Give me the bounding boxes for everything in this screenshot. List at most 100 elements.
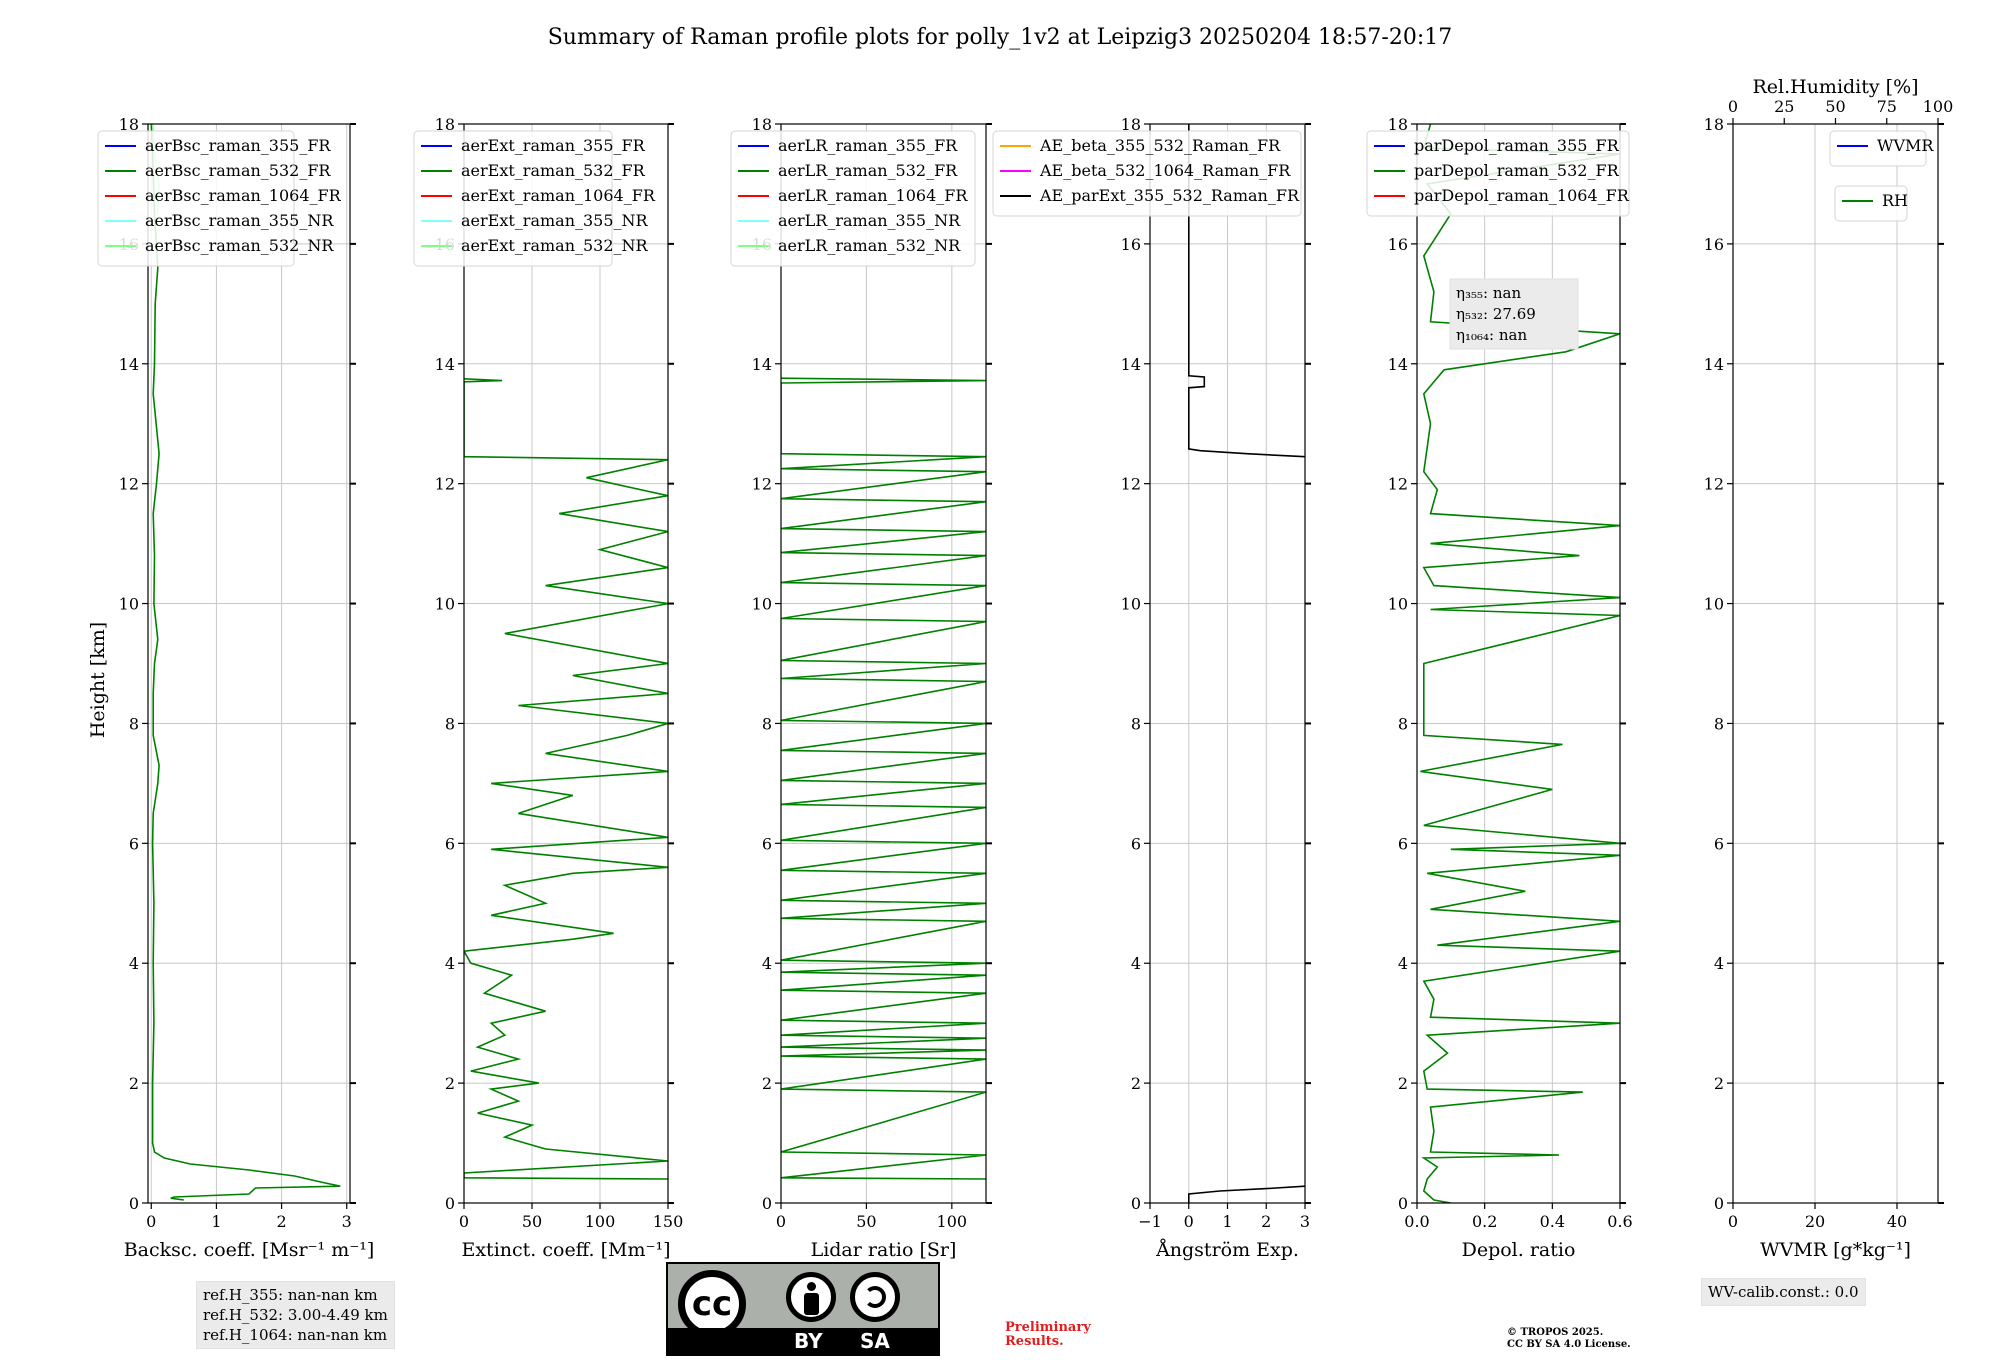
legend-entry: aerLR_raman_532_NR <box>778 236 961 255</box>
y-tick-label: 10 <box>752 595 772 614</box>
y-tick-label: 14 <box>435 355 455 374</box>
y-tick-label: 0 <box>762 1194 772 1213</box>
series-line-aerExt_raman_532_FR <box>464 378 668 1180</box>
y-tick-label: 12 <box>752 475 772 494</box>
axes-frame <box>147 123 351 1204</box>
y-tick-label: 14 <box>1121 355 1141 374</box>
copyright-line-2: CC BY SA 4.0 License. <box>1507 1339 1631 1350</box>
panel-depol: 0 2 4 6 8 10 12 14 16 18 0.0 0.2 0.4 0.6 Depol. ratio p… <box>1366 115 1633 1261</box>
legend-entry: RH <box>1882 191 1908 210</box>
y-tick-label: 18 <box>752 115 772 134</box>
legend: WVMR <box>1829 130 1934 167</box>
y-tick-label: 18 <box>435 115 455 134</box>
preliminary-note: Preliminary Results. <box>1005 1321 1091 1349</box>
x-axis-label: Depol. ratio <box>1462 1239 1576 1261</box>
depol-annotation: η₃₅₅: nan η₅₃₂: 27.69 η₁₀₆₄: nan <box>1449 278 1579 350</box>
series-line-aerLR_raman_532_FR <box>781 377 986 1180</box>
x-tick-label: 100 <box>585 1212 616 1231</box>
legend-entry: aerBsc_raman_532_FR <box>145 161 331 180</box>
legend-entry: aerBsc_raman_532_NR <box>145 236 334 255</box>
y-tick-label: 2 <box>445 1074 455 1093</box>
y-tick-label: 0 <box>445 1194 455 1213</box>
top-x-tick-label: 50 <box>1825 97 1845 116</box>
license-bottom-bar <box>668 1328 938 1354</box>
copyright-note: © TROPOS 2025. CC BY SA 4.0 License. <box>1507 1327 1631 1351</box>
sa-share-icon <box>850 1272 900 1322</box>
by-person-icon <box>786 1272 836 1322</box>
legend-entry: aerLR_raman_355_FR <box>778 136 958 155</box>
y-tick-label: 0 <box>129 1194 139 1213</box>
x-tick-label: 1 <box>1222 1212 1232 1231</box>
y-tick-label: 6 <box>1131 834 1141 853</box>
legend-box <box>97 130 295 267</box>
y-tick-label: 18 <box>1388 115 1408 134</box>
legend-box <box>1366 130 1630 217</box>
legend-entry: aerBsc_raman_1064_FR <box>145 186 342 205</box>
x-axis-label: Ångström Exp. <box>1155 1239 1299 1261</box>
y-tick-label: 10 <box>119 595 139 614</box>
ref-height-1064: ref.H_1064: nan-nan km <box>203 1326 388 1344</box>
y-tick-label: 8 <box>1398 714 1408 733</box>
y-tick-label: 14 <box>119 355 139 374</box>
y-tick-label: 6 <box>445 834 455 853</box>
axes-frame <box>780 123 987 1204</box>
y-tick-label: 6 <box>129 834 139 853</box>
y-tick-label: 8 <box>762 714 772 733</box>
y-tick-label: 14 <box>1704 355 1724 374</box>
legend-box <box>1829 130 1927 167</box>
y-tick-label: 4 <box>1714 954 1724 973</box>
x-tick-label: 0 <box>146 1212 156 1231</box>
legend-box <box>730 130 976 267</box>
legend-box <box>1834 185 1908 222</box>
legend-entry: parDepol_raman_355_FR <box>1414 136 1620 155</box>
annotation-box <box>1449 278 1579 350</box>
top-x-tick-label: 0 <box>1728 97 1738 116</box>
y-tick-label: 14 <box>752 355 772 374</box>
y-tick-label: 16 <box>1704 235 1724 254</box>
legend-entry: aerExt_raman_355_NR <box>461 211 649 230</box>
series-line-aerBsc_raman_532_FR <box>150 124 341 1201</box>
y-tick-label: 2 <box>1131 1074 1141 1093</box>
axes-frame <box>463 123 669 1204</box>
legend: AE_beta_355_532_Raman_FR AE_beta_532_1064… <box>992 130 1302 217</box>
y-tick-label: 0 <box>1398 1194 1408 1213</box>
legend-entry: aerExt_raman_355_FR <box>461 136 646 155</box>
legend: aerExt_raman_355_FR aerExt_raman_532_FRae… <box>413 130 656 267</box>
x-tick-label: 2 <box>276 1212 286 1231</box>
license-by-label: BY <box>794 1329 823 1353</box>
top-x-axis-label: Rel.Humidity [%] <box>1752 76 1918 98</box>
axes-frame <box>1416 123 1621 1204</box>
y-axis-label: Height [km] <box>87 622 109 738</box>
legend-box <box>992 130 1302 217</box>
x-tick-label: 0 <box>459 1212 469 1231</box>
wv-calibration-text: WV-calib.const.: 0.0 <box>1708 1283 1859 1301</box>
x-tick-label: 50 <box>856 1212 876 1231</box>
legend-entry: aerLR_raman_1064_FR <box>778 186 968 205</box>
figure-title: Summary of Raman profile plots for polly… <box>548 25 1453 50</box>
y-tick-label: 12 <box>1388 475 1408 494</box>
panel-lidar_ratio: 024681012141618050100Lidar ratio [Sr]aer… <box>730 115 992 1261</box>
y-tick-label: 8 <box>1714 714 1724 733</box>
legend-entry: aerExt_raman_532_FR <box>461 161 646 180</box>
copyright-line-1: © TROPOS 2025. <box>1507 1327 1604 1338</box>
y-tick-label: 2 <box>762 1074 772 1093</box>
legend-entry: aerExt_raman_1064_FR <box>461 186 656 205</box>
y-tick-label: 6 <box>1714 834 1724 853</box>
top-x-tick-label: 100 <box>1923 97 1954 116</box>
legend: aerBsc_raman_355_FR aerBsc_raman_532_FRae… <box>97 130 342 267</box>
x-axis-label: Backsc. coeff. [Msr⁻¹ m⁻¹] <box>124 1239 375 1261</box>
y-tick-label: 16 <box>1388 235 1408 254</box>
y-tick-label: 12 <box>435 475 455 494</box>
series-line-AE_parExt_355_532_Raman_FR <box>1188 1185 1305 1203</box>
legend-box <box>413 130 613 267</box>
y-tick-label: 18 <box>1704 115 1724 134</box>
preliminary-line-1: Preliminary <box>1005 1320 1091 1335</box>
x-tick-label: 0.4 <box>1540 1212 1565 1231</box>
x-tick-label: 40 <box>1887 1212 1907 1231</box>
y-tick-label: 18 <box>1121 115 1141 134</box>
x-tick-label: 3 <box>1300 1212 1310 1231</box>
y-tick-label: 10 <box>1388 595 1408 614</box>
legend-entry: AE_beta_532_1064_Raman_FR <box>1039 161 1291 180</box>
